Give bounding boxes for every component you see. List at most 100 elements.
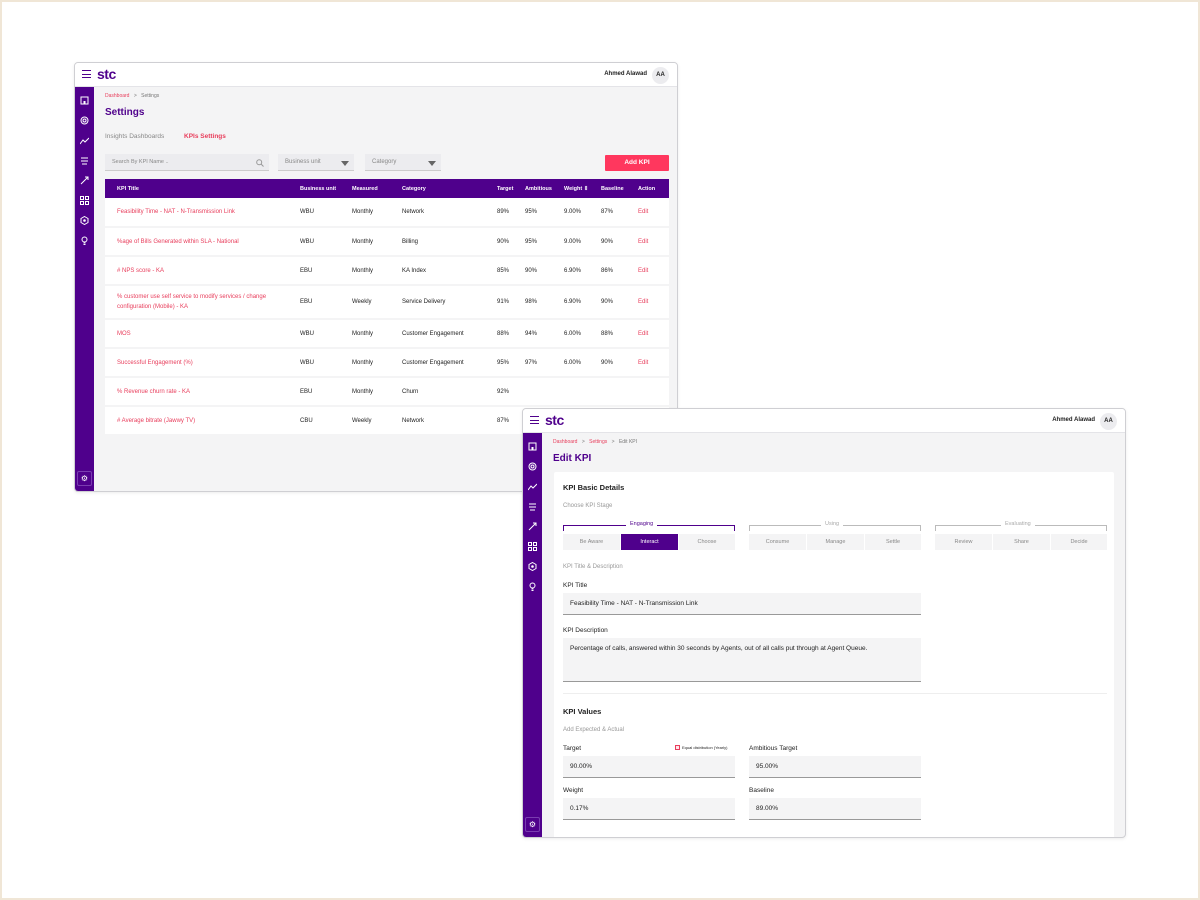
home-icon[interactable] [528,442,537,451]
edit-link[interactable]: Edit [635,227,669,257]
step-choose[interactable]: Choose [679,534,735,550]
kpi-title-cell[interactable]: % Revenue churn rate - KA [105,377,297,407]
step-be-aware[interactable]: Be Aware [563,534,620,550]
business-unit-label: Business unit [285,159,321,165]
kpi-title-field[interactable]: Feasibility Time - NAT - N-Transmission … [563,593,921,615]
edit-kpi-window: stc Ahmed Alawad AA ⚙ Dashboard > Settin… [522,408,1126,838]
business-unit-cell: WBU [297,348,349,378]
trend-icon[interactable] [79,136,90,145]
weight-field[interactable]: 0.17% [563,798,735,820]
settings-window: stc Ahmed Alawad AA ⚙ Dashboard > Settin… [74,62,678,492]
edit-kpi-card: KPI Basic Details Choose KPI Stage Engag… [554,472,1114,837]
step-settle[interactable]: Settle [865,534,921,550]
kpi-description-field[interactable]: Percentage of calls, answered within 30 … [563,638,921,682]
step-interact[interactable]: Interact [621,534,678,550]
business-unit-select[interactable]: Business unit [278,154,354,171]
rocket-icon[interactable] [80,176,89,185]
kpi-title-cell[interactable]: # Average bitrate (Jawwy TV) [105,406,297,436]
bulb-icon[interactable] [528,582,537,591]
col-weight-header[interactable]: Weight ⇕ [561,179,598,198]
baseline-cell: 90% [598,227,635,257]
equal-distribution-label: Equal distribution (Yearly) [682,745,728,750]
breadcrumb-dashboard[interactable]: Dashboard [553,439,578,445]
rocket-icon[interactable] [528,522,537,531]
target-cell: 89% [494,198,522,228]
kpi-values-title: KPI Values [563,707,602,716]
measured-cell: Monthly [349,348,399,378]
grid-icon[interactable] [528,542,537,551]
baseline-field[interactable]: 89.00% [749,798,921,820]
edit-link[interactable]: Edit [635,256,669,286]
breadcrumb-settings[interactable]: Settings [589,439,608,445]
settings-gear-icon[interactable] [528,561,537,572]
step-decide[interactable]: Decide [1051,534,1107,550]
tools-icon[interactable] [80,156,89,165]
table-row: %age of Bills Generated within SLA - Nat… [105,227,669,257]
category-cell: Service Delivery [399,285,494,320]
kpi-table: KPI Title Business unit Measured Category Ta… [105,179,669,436]
kpi-title-cell[interactable]: Successful Engagement (%) [105,348,297,378]
add-kpi-button[interactable]: Add KPI [605,155,669,171]
baseline-cell [598,377,635,407]
step-consume[interactable]: Consume [749,534,806,550]
menu-icon[interactable] [530,416,539,424]
col-kpi-title-header: KPI Title [105,179,297,198]
category-cell: Network [399,406,494,436]
page-title: Edit KPI [553,453,592,464]
home-icon[interactable] [80,96,89,105]
search-input[interactable]: Search By KPI Name .. [105,154,269,171]
edit-link[interactable]: Edit [635,285,669,320]
table-header: KPI Title Business unit Measured Category Ta… [105,179,669,198]
target-icon[interactable] [528,462,537,471]
target-icon[interactable] [80,116,89,125]
business-unit-cell: CBU [297,406,349,436]
target-cell: 95% [494,348,522,378]
category-cell: Customer Engagement [399,319,494,349]
target-field[interactable]: 90.00% [563,756,735,778]
tab-kpis-settings[interactable]: KPIs Settings [184,133,226,140]
breadcrumb-dashboard[interactable]: Dashboard [105,93,130,99]
col-measured-header: Measured [349,179,399,198]
col-category-header: Category [399,179,494,198]
trend-icon[interactable] [527,482,538,491]
step-review[interactable]: Review [935,534,992,550]
category-select[interactable]: Category [365,154,441,171]
grid-icon[interactable] [80,196,89,205]
stage-name-evaluating: Evaluating [1001,521,1035,527]
baseline-cell: 87% [598,198,635,228]
kpi-title-cell[interactable]: %age of Bills Generated within SLA - Nat… [105,227,297,257]
breadcrumb-separator: > [581,439,585,445]
kpi-description-label: KPI Description [563,627,608,634]
ambitious-target-field[interactable]: 95.00% [749,756,921,778]
col-target-header: Target [494,179,522,198]
gear-icon[interactable]: ⚙ [525,817,540,832]
settings-gear-icon[interactable] [80,215,89,226]
equal-distribution-checkbox[interactable]: Equal distribution (Yearly) [675,745,727,751]
tools-icon[interactable] [528,502,537,511]
breadcrumb-separator: > [133,93,137,99]
avatar[interactable]: AA [652,67,669,84]
table-row: Successful Engagement (%) WBU Monthly Custo… [105,348,669,378]
edit-link[interactable]: Edit [635,348,669,378]
edit-link[interactable]: Edit [635,319,669,349]
bulb-icon[interactable] [80,236,89,245]
top-bar: stc Ahmed Alawad AA [523,409,1125,433]
table-row: MOS WBU Monthly Customer Engagement 88% 94% 6.… [105,319,669,349]
kpi-title-cell[interactable]: Feasibility Time - NAT - N-Transmission … [105,198,297,228]
edit-link[interactable]: Edit [635,198,669,228]
menu-icon[interactable] [82,70,91,78]
step-share[interactable]: Share [993,534,1050,550]
kpi-title-cell[interactable]: % customer use self service to modify se… [105,285,297,320]
gear-icon[interactable]: ⚙ [77,471,92,486]
tab-insights-dashboards[interactable]: Insights Dashboards [105,133,165,140]
edit-link[interactable] [635,377,669,407]
avatar[interactable]: AA [1100,413,1117,430]
col-action-header: Action [635,179,669,198]
category-cell: Network [399,198,494,228]
step-manage[interactable]: Manage [807,534,864,550]
measured-cell: Monthly [349,377,399,407]
kpi-title-cell[interactable]: # NPS score - KA [105,256,297,286]
kpi-title-cell[interactable]: MOS [105,319,297,349]
baseline-cell: 86% [598,256,635,286]
ambitious-cell [522,377,561,407]
